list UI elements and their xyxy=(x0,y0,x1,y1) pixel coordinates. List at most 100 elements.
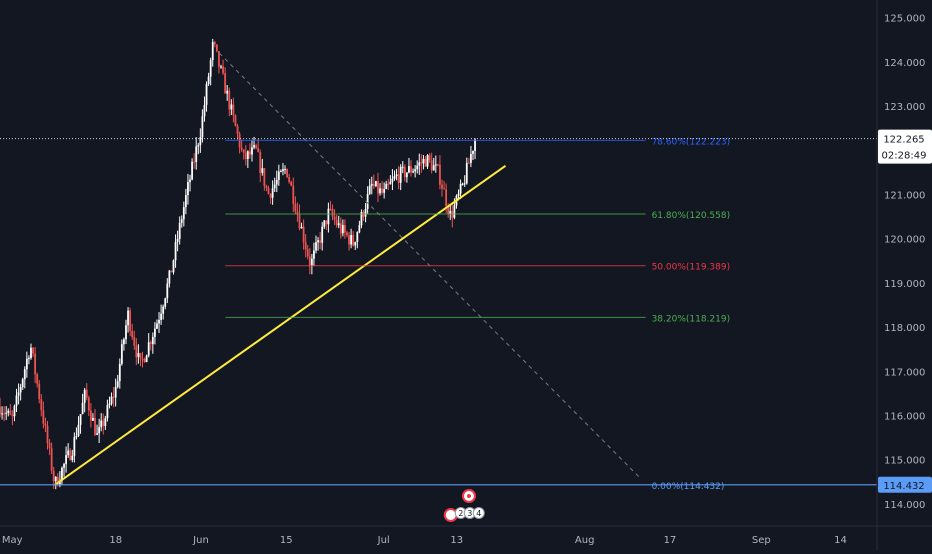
candle-body xyxy=(52,470,55,482)
x-tick-label: Jun xyxy=(192,535,209,546)
candle-body xyxy=(215,44,218,52)
candle-body xyxy=(154,328,156,337)
candle-body xyxy=(220,66,222,68)
candle-body xyxy=(34,353,37,375)
candle-body xyxy=(449,210,452,214)
candle-body xyxy=(232,104,235,116)
candle-body xyxy=(135,345,138,358)
candle-body xyxy=(255,145,258,149)
candle-body xyxy=(381,188,383,193)
candle-body xyxy=(141,358,144,360)
candle-body xyxy=(11,414,14,417)
candle-body xyxy=(50,448,53,471)
candle-body xyxy=(180,219,183,223)
candle-body xyxy=(445,189,448,207)
candles-layer xyxy=(0,38,476,490)
candle-body xyxy=(439,164,441,185)
level-price-value: 114.432 xyxy=(883,481,924,492)
price-badges-layer: 122.265 02:28:49 114.432 xyxy=(878,129,932,493)
candle-body xyxy=(282,169,284,172)
candle-body xyxy=(300,226,303,229)
candle-body xyxy=(149,342,152,345)
candle-body xyxy=(302,226,305,243)
candle-body xyxy=(77,424,80,436)
x-tick-label: 17 xyxy=(664,535,677,546)
y-tick-label: 116.000 xyxy=(884,411,925,422)
candle-body xyxy=(46,425,49,444)
candle-body xyxy=(170,270,173,273)
candle-body xyxy=(184,195,187,208)
candle-body xyxy=(176,238,179,242)
candle-body xyxy=(143,358,146,363)
candle-body xyxy=(218,51,220,67)
candle-body xyxy=(199,137,202,146)
candle-body xyxy=(269,194,272,198)
event-marker-label: 4 xyxy=(476,509,481,518)
candle-body xyxy=(267,187,270,195)
candle-body xyxy=(261,168,264,173)
candle-body xyxy=(234,115,237,127)
candle-body xyxy=(422,158,425,164)
candle-body xyxy=(313,250,315,259)
candle-body xyxy=(240,147,243,150)
candle-body xyxy=(67,450,70,456)
candle-body xyxy=(9,410,12,415)
candle-body xyxy=(385,183,388,189)
candle-body xyxy=(277,171,280,180)
candle-body xyxy=(420,162,423,164)
candle-body xyxy=(426,155,429,167)
candle-body xyxy=(172,260,175,273)
candle-body xyxy=(387,183,390,185)
candle-body xyxy=(36,374,39,384)
candle-body xyxy=(310,258,313,266)
candle-body xyxy=(436,164,439,166)
candle-body xyxy=(201,116,204,138)
candle-body xyxy=(230,104,233,110)
candle-body xyxy=(203,104,206,117)
candle-body xyxy=(401,166,404,168)
candle-body xyxy=(242,149,245,153)
candle-body xyxy=(279,171,282,173)
candle-body xyxy=(94,417,96,435)
candle-body xyxy=(298,214,301,229)
candle-body xyxy=(399,167,402,183)
y-tick-label: 121.000 xyxy=(884,190,925,201)
candle-body xyxy=(251,147,253,155)
candle-body xyxy=(348,235,350,245)
candle-body xyxy=(346,232,348,236)
candle-body xyxy=(265,186,268,188)
candle-body xyxy=(321,226,324,243)
candle-body xyxy=(191,161,193,180)
candle-body xyxy=(222,66,224,74)
candle-body xyxy=(102,420,105,426)
x-tick-label: Aug xyxy=(575,535,595,546)
candle-body xyxy=(71,455,74,461)
candle-body xyxy=(292,185,295,204)
candle-body xyxy=(96,433,98,435)
candle-body xyxy=(377,181,379,194)
candle-body xyxy=(75,435,78,438)
candle-body xyxy=(286,169,288,178)
candle-body xyxy=(123,339,125,345)
candle-body xyxy=(38,383,41,400)
candle-body xyxy=(193,161,196,163)
candle-body xyxy=(244,152,247,159)
candle-body xyxy=(213,42,216,45)
candle-body xyxy=(403,166,406,178)
candle-body xyxy=(441,184,443,189)
candle-body xyxy=(81,402,84,415)
x-tick-label: Sep xyxy=(752,535,771,546)
candle-body xyxy=(467,162,470,164)
candle-body xyxy=(89,410,92,421)
fib-level-label: 78.60%(122.223) xyxy=(652,137,731,147)
candle-body xyxy=(112,396,115,398)
candle-body xyxy=(428,155,431,161)
candle-body xyxy=(405,172,408,178)
candle-body xyxy=(28,357,30,359)
candle-body xyxy=(166,283,169,299)
y-tick-label: 119.000 xyxy=(884,279,925,290)
candle-body xyxy=(92,417,94,421)
candle-body xyxy=(341,225,344,234)
candle-body xyxy=(366,193,369,209)
